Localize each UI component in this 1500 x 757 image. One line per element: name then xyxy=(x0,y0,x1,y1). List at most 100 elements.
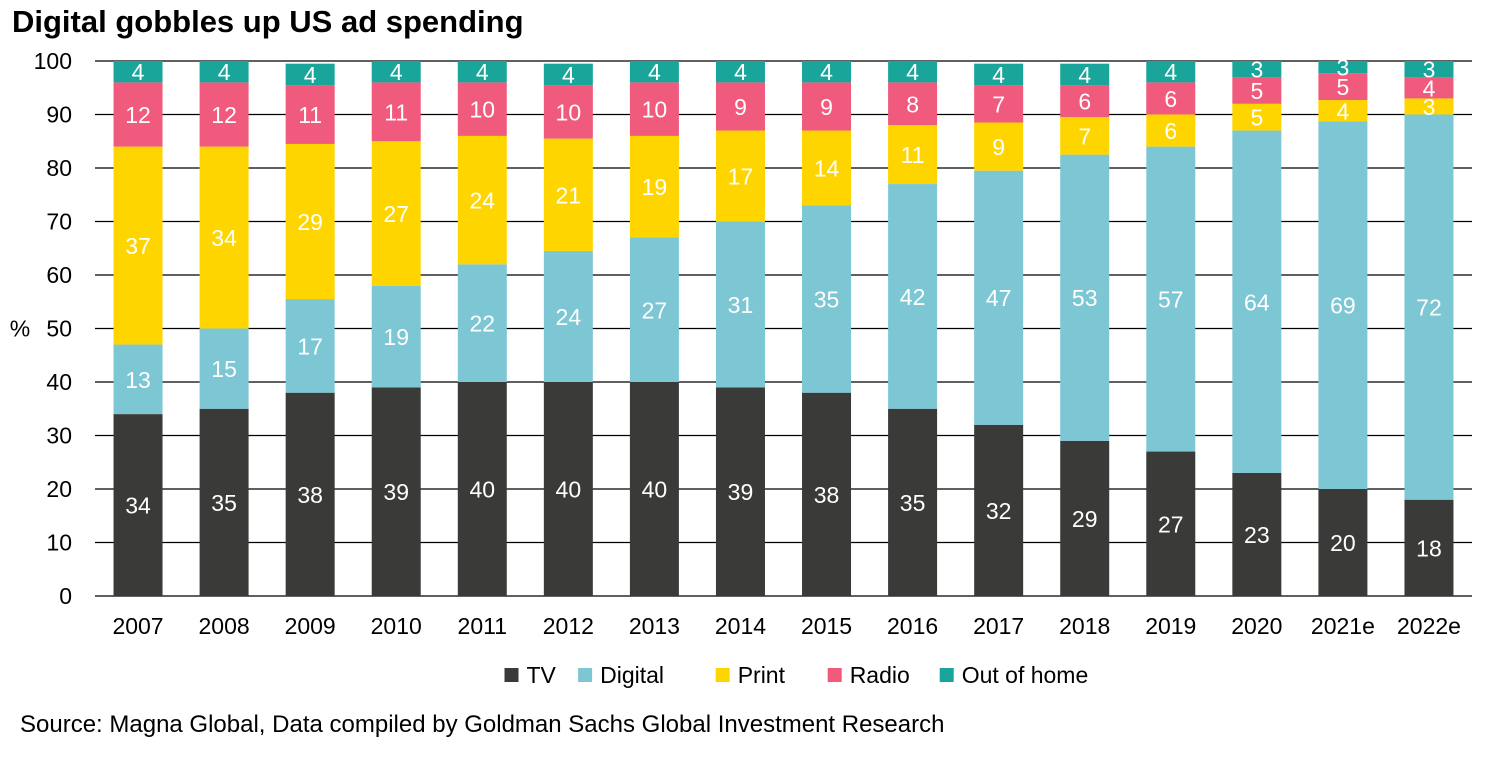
data-label: 29 xyxy=(297,209,323,235)
data-label: 4 xyxy=(304,62,317,88)
data-label: 4 xyxy=(218,59,231,85)
data-label: 35 xyxy=(211,490,237,516)
bars xyxy=(113,61,1454,596)
bar-segment xyxy=(1232,103,1282,131)
data-label: 27 xyxy=(1158,511,1184,537)
bar-segment xyxy=(457,135,507,265)
source-note: Source: Magna Global, Data compiled by G… xyxy=(20,711,945,738)
y-tick-label: 80 xyxy=(46,155,72,181)
bar-segment xyxy=(802,61,852,83)
bar-segment xyxy=(1404,61,1454,78)
bar-segment xyxy=(457,61,507,83)
data-label: 24 xyxy=(469,188,495,214)
y-tick-label: 40 xyxy=(46,369,72,395)
x-tick-label: 2015 xyxy=(801,613,852,639)
data-label: 4 xyxy=(1078,62,1091,88)
x-tick-label: 2014 xyxy=(715,613,766,639)
data-label: 7 xyxy=(992,91,1005,117)
bar-segment xyxy=(285,143,335,300)
bar-segment xyxy=(543,63,593,86)
y-tick-label: 10 xyxy=(46,530,72,556)
bar-segment xyxy=(1232,61,1282,78)
bar-segment xyxy=(371,61,421,83)
data-label: 19 xyxy=(383,324,409,350)
data-label: 11 xyxy=(901,142,925,168)
bar-segment xyxy=(371,285,421,388)
legend-swatch xyxy=(715,668,730,682)
data-label: 22 xyxy=(469,311,495,337)
bar-segment xyxy=(1404,499,1454,596)
bar-segment xyxy=(543,382,593,596)
x-tick-label: 2009 xyxy=(285,613,336,639)
data-label: 9 xyxy=(734,94,747,120)
bar-segment xyxy=(543,250,593,382)
data-label: 17 xyxy=(297,333,323,359)
legend-label: Digital xyxy=(600,662,664,688)
data-label: 11 xyxy=(298,102,322,128)
bar-segment xyxy=(1146,82,1196,115)
bar-segment xyxy=(113,82,163,147)
data-label: 19 xyxy=(642,174,668,200)
bar-segment xyxy=(199,82,249,147)
bar-segment xyxy=(543,138,593,251)
y-axis-label: % xyxy=(10,316,30,342)
x-tick-label: 2017 xyxy=(973,613,1024,639)
bar-segment xyxy=(285,63,335,86)
data-label: 5 xyxy=(1250,78,1263,104)
bar-segment xyxy=(974,170,1024,425)
bar-segment xyxy=(715,221,765,388)
data-label: 24 xyxy=(556,304,582,330)
data-label: 29 xyxy=(1072,506,1098,532)
data-label: 32 xyxy=(986,498,1012,524)
x-tick-label: 2008 xyxy=(199,613,250,639)
data-label: 3 xyxy=(1423,57,1436,83)
data-label: 27 xyxy=(642,297,668,323)
data-label: 4 xyxy=(1423,75,1436,101)
data-label: 3 xyxy=(1337,55,1350,81)
data-label: 47 xyxy=(986,285,1012,311)
legend-swatch xyxy=(827,668,842,682)
data-label: 53 xyxy=(1072,285,1098,311)
bar-segment xyxy=(1060,117,1110,155)
data-label: 39 xyxy=(728,479,754,505)
data-label: 4 xyxy=(390,59,403,85)
bar-segment xyxy=(1232,472,1282,596)
bar-segment xyxy=(371,82,421,142)
bar-segment xyxy=(629,382,679,596)
data-label: 6 xyxy=(1164,86,1177,112)
bar-segment xyxy=(1146,451,1196,596)
data-label: 10 xyxy=(642,97,668,123)
bar-segment xyxy=(974,63,1024,86)
data-label: 18 xyxy=(1416,535,1442,561)
data-label: 10 xyxy=(556,99,582,125)
bar-segment xyxy=(457,82,507,136)
legend: TV Digital Print Radio Out of home xyxy=(504,662,1088,688)
bar-segment xyxy=(1404,98,1454,115)
y-tick-label: 50 xyxy=(46,316,72,342)
bar-segment xyxy=(629,82,679,136)
bar-segment xyxy=(802,205,852,393)
data-label: 11 xyxy=(384,99,408,125)
data-label: 40 xyxy=(556,477,582,503)
bar-segment xyxy=(974,122,1024,171)
bar-segment xyxy=(1146,114,1196,147)
bar-segment xyxy=(715,387,765,596)
bar-segment xyxy=(1232,130,1282,473)
bar-segment xyxy=(1318,100,1368,122)
data-label: 5 xyxy=(1250,105,1263,131)
data-label: 69 xyxy=(1330,293,1356,319)
data-label: 8 xyxy=(906,91,919,117)
bar-segment xyxy=(629,237,679,382)
bar-segment xyxy=(1404,114,1454,500)
bar-segment xyxy=(199,328,249,409)
data-label: 64 xyxy=(1244,289,1270,315)
bar-segment xyxy=(285,299,335,393)
data-labels: 3413371243515341243817291143919271144022… xyxy=(125,55,1442,562)
x-tick-label: 2007 xyxy=(112,613,163,639)
bar-segment xyxy=(715,130,765,222)
x-tick-label: 2011 xyxy=(458,613,507,639)
bar-segment xyxy=(974,424,1024,596)
data-label: 4 xyxy=(476,59,489,85)
x-tick-label: 2022e xyxy=(1397,613,1461,639)
